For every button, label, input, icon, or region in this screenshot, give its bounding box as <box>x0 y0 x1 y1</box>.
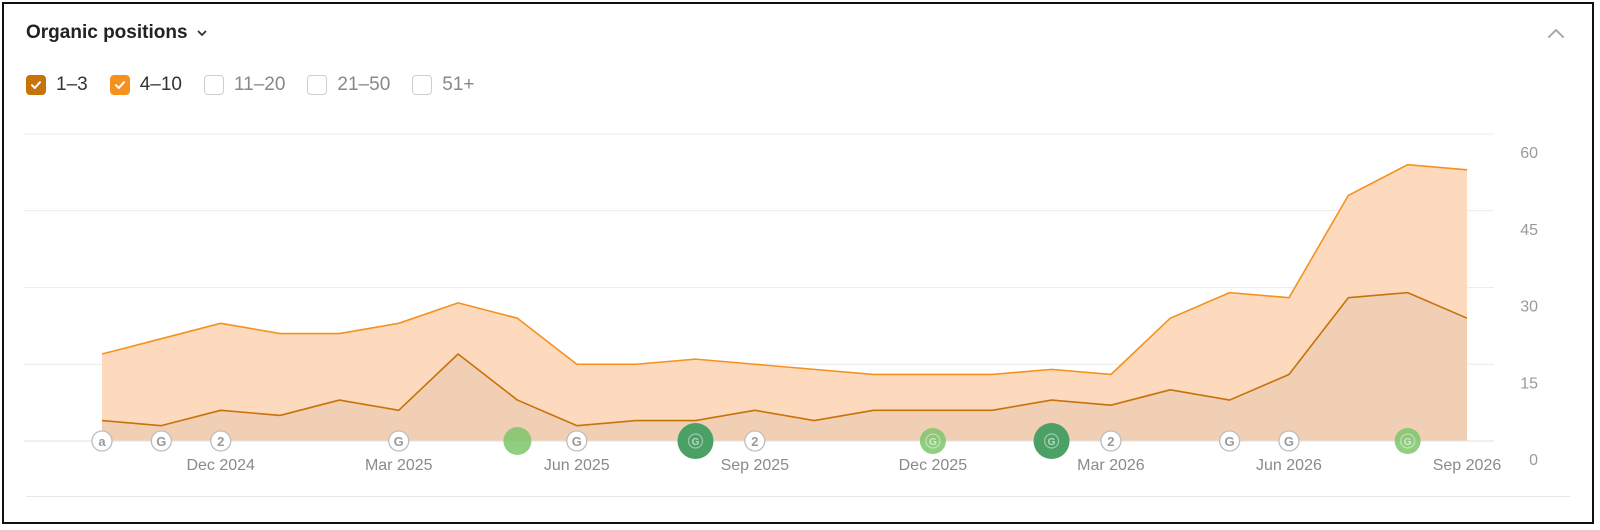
checkbox-4-10[interactable] <box>109 75 130 95</box>
check-icon <box>114 81 125 89</box>
event-badge <box>1100 430 1122 452</box>
legend-item-1-3[interactable]: 1–3 <box>26 74 88 96</box>
checkbox-51-plus[interactable] <box>412 75 433 95</box>
event-marker[interactable]: G <box>1394 428 1421 454</box>
legend-item-11-20[interactable]: 11–20 <box>203 74 286 96</box>
google-update-dot <box>919 428 946 454</box>
legend-label: 21–50 <box>337 74 391 95</box>
google-update-dot <box>1033 423 1070 459</box>
y-tick-label: 15 <box>1520 375 1538 392</box>
x-tick-label: Mar 2025 <box>365 457 433 474</box>
event-label: G <box>1284 434 1294 449</box>
legend-item-51-plus[interactable]: 51+ <box>412 74 475 96</box>
event-label: a <box>98 434 106 449</box>
legend-item-21-50[interactable]: 21–50 <box>307 74 390 96</box>
google-update-dot <box>1394 428 1421 454</box>
event-label: G <box>1225 434 1235 449</box>
event-label: 2 <box>1107 434 1114 449</box>
event-marker[interactable]: G <box>1218 430 1241 452</box>
y-tick-label: 0 <box>1529 452 1538 469</box>
event-marker[interactable]: a <box>91 430 113 452</box>
event-badge <box>210 430 232 452</box>
event-marker[interactable]: G <box>677 423 714 459</box>
google-update-dot <box>677 423 714 459</box>
event-marker[interactable]: G <box>388 430 410 452</box>
google-update-dot <box>503 427 532 455</box>
event-label: G <box>692 437 700 448</box>
event-label: G <box>1404 437 1412 448</box>
event-marker[interactable]: 2 <box>1100 430 1122 452</box>
event-ring <box>687 433 704 449</box>
event-badge <box>1218 430 1241 452</box>
event-marker[interactable]: G <box>150 430 172 452</box>
position-legend: 1–3 4–10 11–20 21–50 51+ <box>26 74 475 96</box>
checkbox-1-3[interactable] <box>26 75 46 95</box>
event-label: G <box>156 434 166 449</box>
x-tick-label: Mar 2026 <box>1077 457 1145 474</box>
event-ring <box>925 433 941 449</box>
area-series-1 <box>102 164 1467 426</box>
event-label: 2 <box>217 434 224 449</box>
series-line-0 <box>101 291 1468 427</box>
check-icon <box>31 81 41 89</box>
event-badge <box>91 430 113 452</box>
event-marker[interactable] <box>503 427 532 455</box>
event-marker[interactable]: 2 <box>210 430 232 452</box>
event-marker[interactable]: G <box>566 430 588 452</box>
checkbox-21-50[interactable] <box>307 75 328 95</box>
legend-label: 11–20 <box>233 74 286 95</box>
checkbox-11-20[interactable] <box>203 75 224 95</box>
event-marker[interactable]: 2 <box>744 430 766 452</box>
y-tick-label: 45 <box>1520 222 1538 239</box>
positions-dropdown[interactable]: Organic positions <box>26 22 208 44</box>
event-label: G <box>1048 437 1056 448</box>
chevron-up-icon[interactable] <box>1544 22 1568 46</box>
event-badge <box>1278 430 1300 452</box>
event-marker[interactable]: G <box>919 428 946 454</box>
event-marker[interactable]: G <box>1033 423 1070 459</box>
x-tick-label: Jun 2026 <box>1256 457 1322 474</box>
legend-item-4-10[interactable]: 4–10 <box>109 74 182 96</box>
organic-positions-chart: 60 45 30 15 0 Dec 2024 Mar 2025 Jun 2025 Sep 202… <box>24 133 1538 474</box>
divider <box>26 496 1570 497</box>
event-badge <box>388 430 410 452</box>
event-label: G <box>394 434 404 449</box>
organic-positions-card: Organic positions 1–3 4–10 11–20 21–50 5… <box>2 2 1594 524</box>
event-badge <box>744 430 766 452</box>
x-tick-label: Sep 2025 <box>721 457 790 474</box>
x-tick-label: Dec 2025 <box>899 457 968 474</box>
event-label: 2 <box>751 434 758 449</box>
event-label: G <box>572 434 582 449</box>
event-ring <box>1043 433 1060 449</box>
x-tick-label: Dec 2024 <box>186 457 255 474</box>
area-series-0 <box>102 292 1467 441</box>
series-line-1 <box>101 163 1468 376</box>
event-ring <box>1400 433 1416 449</box>
chevron-down-icon <box>197 30 206 36</box>
x-tick-label: Jun 2025 <box>544 457 610 474</box>
y-tick-label: 60 <box>1520 145 1538 162</box>
event-label: G <box>929 437 937 448</box>
legend-label: 4–10 <box>139 74 182 95</box>
legend-label: 1–3 <box>56 74 88 95</box>
x-tick-label: Sep 2026 <box>1433 457 1502 474</box>
event-badge <box>150 430 172 452</box>
event-badge <box>566 430 588 452</box>
legend-label: 51+ <box>442 74 475 95</box>
event-marker[interactable]: G <box>1278 430 1300 452</box>
card-title: Organic positions <box>26 22 188 43</box>
y-tick-label: 30 <box>1520 299 1538 316</box>
